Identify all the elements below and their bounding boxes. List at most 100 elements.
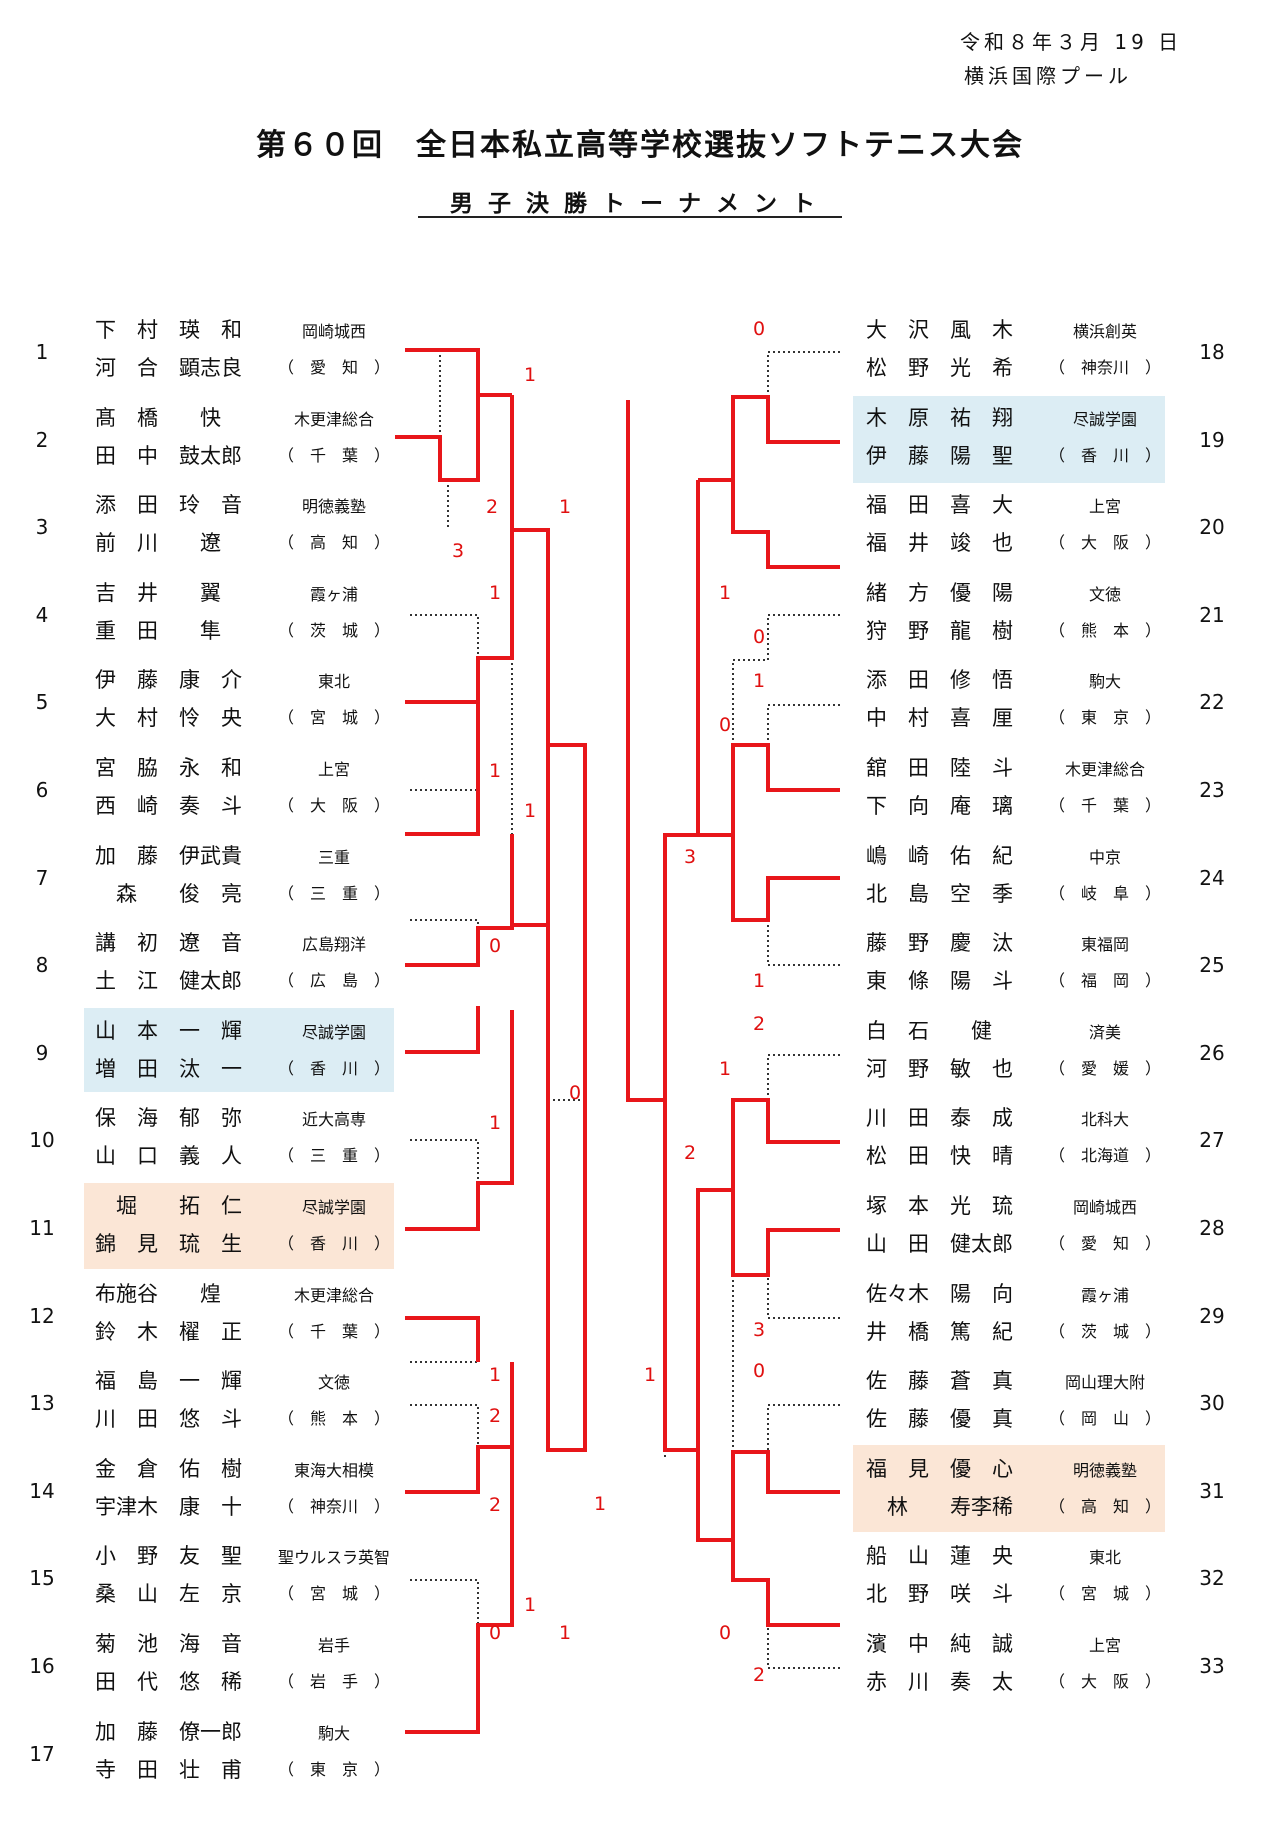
loser-line bbox=[732, 614, 840, 745]
player-name: 木 原 祐 翔 bbox=[866, 405, 1013, 430]
school-name: 東福岡 bbox=[1080, 935, 1129, 955]
prefecture-label: （ 神奈川 ） bbox=[277, 1496, 390, 1516]
match-score: 2 bbox=[485, 496, 499, 518]
loser-line bbox=[767, 1275, 840, 1319]
player-name: 河 野 敏 也 bbox=[866, 1056, 1013, 1081]
prefecture-label: （ 宮 城 ） bbox=[277, 1584, 390, 1604]
player-name: 福 島 一 輝 bbox=[95, 1369, 242, 1394]
player-name: 北 野 咲 斗 bbox=[866, 1582, 1013, 1607]
subtitle-underline bbox=[418, 216, 842, 218]
player-name: 寺 田 壮 甫 bbox=[95, 1757, 242, 1782]
seed-number: 12 bbox=[29, 1303, 55, 1328]
match-score: 1 bbox=[718, 1058, 732, 1080]
prefecture-label: （ 茨 城 ） bbox=[1048, 1321, 1161, 1341]
player-name: 川 田 泰 成 bbox=[866, 1106, 1013, 1131]
player-name: 川 田 悠 斗 bbox=[95, 1407, 242, 1432]
school-name: 霞ヶ浦 bbox=[1080, 1285, 1129, 1305]
school-name: 三重 bbox=[317, 847, 350, 867]
prefecture-label: （ 香 川 ） bbox=[277, 1234, 390, 1253]
winner-line bbox=[405, 700, 480, 836]
school-name: 木更津総合 bbox=[293, 1285, 374, 1305]
school-name: 岡崎城西 bbox=[301, 322, 366, 341]
match-score: 1 bbox=[718, 582, 732, 604]
prefecture-label: （ 宮 城 ） bbox=[277, 708, 390, 728]
prefecture-label: （ 三 重 ） bbox=[277, 1146, 390, 1166]
school-name: 岡山理大附 bbox=[1064, 1373, 1145, 1393]
player-name: 田 代 悠 稀 bbox=[95, 1670, 242, 1694]
seed-number: 24 bbox=[1199, 865, 1225, 890]
winner-line bbox=[405, 834, 514, 967]
prefecture-label: （ 広 島 ） bbox=[277, 971, 390, 991]
school-name: 明徳義塾 bbox=[301, 497, 366, 517]
seed-number: 4 bbox=[35, 602, 49, 627]
seed-number: 26 bbox=[1199, 1040, 1225, 1065]
player-name: 金 倉 佑 樹 bbox=[95, 1456, 242, 1481]
winner-line bbox=[696, 1450, 840, 1542]
player-name: 菊 池 海 音 bbox=[95, 1632, 242, 1656]
player-name: 福 井 竣 也 bbox=[866, 531, 1013, 556]
prefecture-label: （ 茨 城 ） bbox=[277, 620, 390, 640]
player-name: 髙 橋 快 bbox=[95, 405, 221, 430]
prefecture-label: （ 岩 手 ） bbox=[277, 1672, 390, 1691]
player-name: 伊 藤 陽 聖 bbox=[866, 443, 1013, 468]
player-name: 加 藤 伊武貴 bbox=[95, 843, 242, 868]
player-name: 山 本 一 輝 bbox=[95, 1018, 242, 1043]
loser-line bbox=[767, 1404, 840, 1452]
match-score: 3 bbox=[752, 1319, 766, 1341]
player-name: 福 田 喜 大 bbox=[866, 493, 1013, 518]
seed-number: 23 bbox=[1199, 778, 1225, 802]
school-name: 尽誠学園 bbox=[301, 1022, 366, 1042]
player-name: 緒 方 優 陽 bbox=[866, 580, 1013, 605]
prefecture-label: （ 愛 知 ） bbox=[1048, 1234, 1161, 1253]
loser-line bbox=[410, 789, 479, 834]
player-name: 下 向 庵 璃 bbox=[866, 794, 1013, 818]
winner-line bbox=[731, 397, 840, 569]
page-subtitle: 男子決勝トーナメント bbox=[450, 191, 830, 217]
player-name: 重 田 隼 bbox=[95, 618, 221, 643]
seed-number: 16 bbox=[29, 1654, 55, 1678]
winner-line bbox=[626, 400, 665, 1102]
winner-line bbox=[731, 1540, 840, 1627]
school-name: 文徳 bbox=[317, 1373, 350, 1393]
winner-line bbox=[512, 743, 587, 1452]
prefecture-label: （ 東 京 ） bbox=[277, 1759, 390, 1779]
loser-line bbox=[410, 1579, 479, 1625]
school-name: 済美 bbox=[1088, 1022, 1121, 1042]
highlight-team-11 bbox=[84, 1183, 394, 1269]
prefecture-label: （ 大 阪 ） bbox=[1048, 533, 1161, 553]
player-name: 鈴 木 櫂 正 bbox=[95, 1319, 242, 1344]
player-name: 舘 田 陸 斗 bbox=[866, 756, 1013, 780]
loser-line bbox=[767, 351, 840, 397]
match-score: 1 bbox=[752, 670, 766, 692]
player-name: 森 俊 亮 bbox=[95, 881, 242, 906]
school-name: 東北 bbox=[317, 672, 350, 692]
prefecture-label: （ 熊 本 ） bbox=[1048, 620, 1161, 640]
winner-line bbox=[405, 530, 514, 704]
seed-number: 29 bbox=[1199, 1303, 1225, 1328]
match-score: 1 bbox=[488, 760, 502, 782]
match-score: 0 bbox=[752, 1360, 766, 1382]
player-name: 濱 中 純 誠 bbox=[866, 1632, 1013, 1656]
seed-number: 6 bbox=[35, 778, 49, 802]
player-name: 大 沢 風 木 bbox=[866, 318, 1013, 342]
match-score: 0 bbox=[488, 1622, 502, 1644]
loser-line bbox=[767, 1625, 840, 1669]
winner-line bbox=[405, 1362, 514, 1494]
loser-line bbox=[410, 919, 479, 965]
seed-number: 20 bbox=[1199, 515, 1225, 540]
match-score: 1 bbox=[752, 970, 766, 992]
match-score: 0 bbox=[752, 318, 766, 340]
prefecture-label: （ 宮 城 ） bbox=[1048, 1584, 1161, 1604]
prefecture-label: （ 福 岡 ） bbox=[1048, 971, 1161, 991]
seed-number: 21 bbox=[1199, 602, 1225, 627]
winner-line bbox=[663, 480, 700, 1100]
match-score: 1 bbox=[558, 1622, 572, 1644]
player-name: 嶋 崎 佑 紀 bbox=[866, 843, 1013, 868]
prefecture-label: （ 千 葉 ） bbox=[277, 1321, 390, 1341]
prefecture-label: （ 香 川 ） bbox=[277, 1058, 390, 1078]
seed-number: 1 bbox=[35, 340, 49, 364]
player-name: 保 海 郁 弥 bbox=[95, 1106, 242, 1131]
seed-number: 27 bbox=[1199, 1128, 1225, 1153]
prefecture-label: （ 岡 山 ） bbox=[1048, 1409, 1161, 1429]
